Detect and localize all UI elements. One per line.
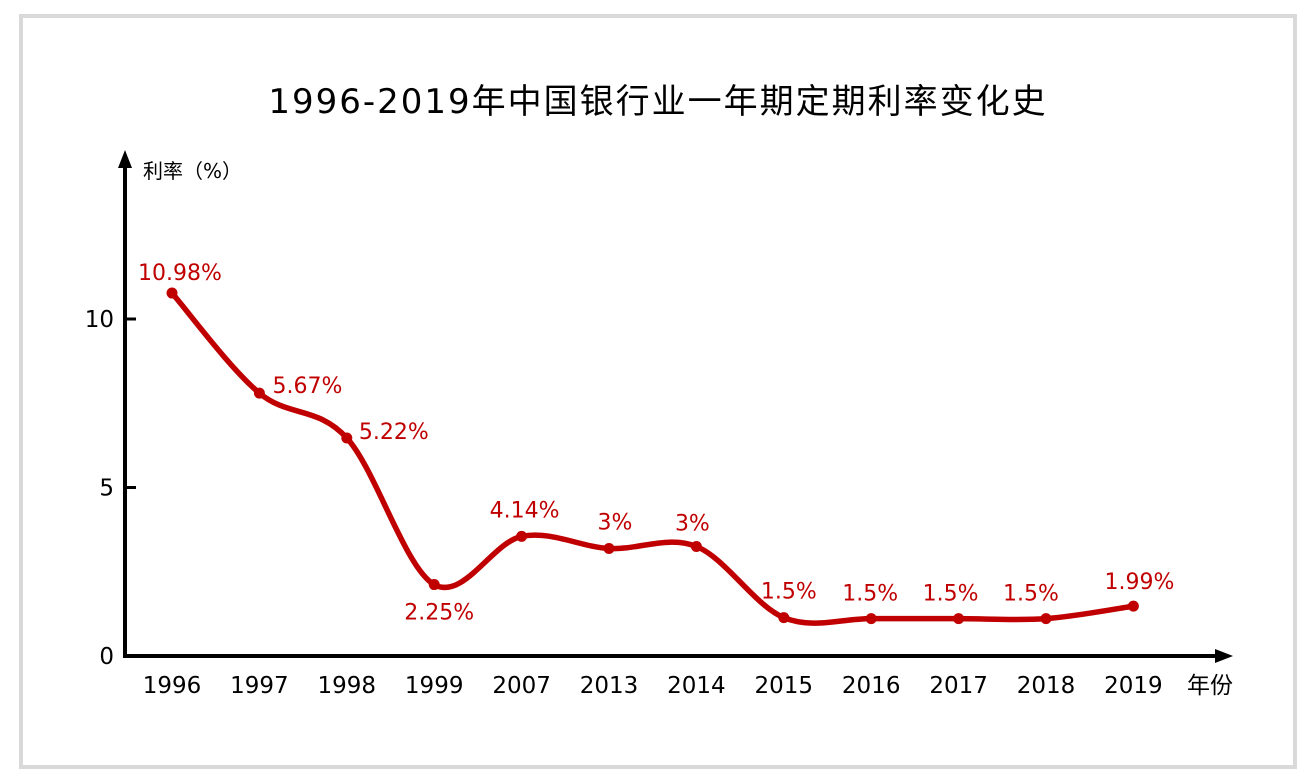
series-line xyxy=(169,290,1137,626)
data-point-marker xyxy=(603,542,615,554)
data-point-marker xyxy=(690,540,702,552)
data-point-marker xyxy=(166,287,178,299)
y-axis-arrowhead-icon xyxy=(118,150,132,168)
x-tick-label: 2015 xyxy=(755,673,814,699)
data-point-marker xyxy=(778,612,790,624)
y-tick-label: 10 xyxy=(85,307,114,333)
x-tick-label: 2017 xyxy=(929,673,988,699)
x-axis-arrowhead-icon xyxy=(1215,649,1233,663)
data-point-marker xyxy=(516,530,528,542)
data-point-marker xyxy=(428,579,440,591)
y-tick-label: 0 xyxy=(99,644,114,670)
x-tick-label: 2007 xyxy=(492,673,551,699)
x-tick-label: 2016 xyxy=(842,673,901,699)
x-tick-label: 1996 xyxy=(143,673,202,699)
x-tick-label: 2019 xyxy=(1104,673,1163,699)
data-point-marker xyxy=(865,613,877,625)
data-point-marker xyxy=(1040,613,1052,625)
x-tick-label: 1999 xyxy=(405,673,464,699)
point-value-label: 3% xyxy=(675,511,710,536)
point-value-label: 1.99% xyxy=(1104,570,1174,595)
chart-title: 1996-2019年中国银行业一年期定期利率变化史 xyxy=(268,82,1048,122)
data-point-marker xyxy=(341,432,353,444)
x-axis-title: 年份 xyxy=(1187,673,1233,699)
y-axis-title: 利率（%） xyxy=(143,159,242,183)
point-value-label: 1.5% xyxy=(1003,582,1059,607)
data-point-marker xyxy=(1127,600,1139,612)
x-tick-label: 1998 xyxy=(318,673,377,699)
point-value-label: 3% xyxy=(598,510,633,535)
x-tick-label: 2014 xyxy=(667,673,726,699)
data-point-marker xyxy=(253,387,265,399)
x-tick-label: 2013 xyxy=(580,673,639,699)
point-value-label: 5.22% xyxy=(359,420,429,445)
y-tick-label: 5 xyxy=(99,476,114,502)
point-value-label: 2.25% xyxy=(404,601,474,626)
point-value-label: 1.5% xyxy=(842,582,898,607)
point-value-label: 1.5% xyxy=(923,582,979,607)
x-tick-label: 1997 xyxy=(230,673,289,699)
point-value-label: 10.98% xyxy=(138,261,222,286)
point-value-label: 4.14% xyxy=(490,498,560,523)
data-point-marker xyxy=(953,613,965,625)
point-value-label: 5.67% xyxy=(272,374,342,399)
x-tick-label: 2018 xyxy=(1017,673,1076,699)
point-value-label: 1.5% xyxy=(761,580,817,605)
